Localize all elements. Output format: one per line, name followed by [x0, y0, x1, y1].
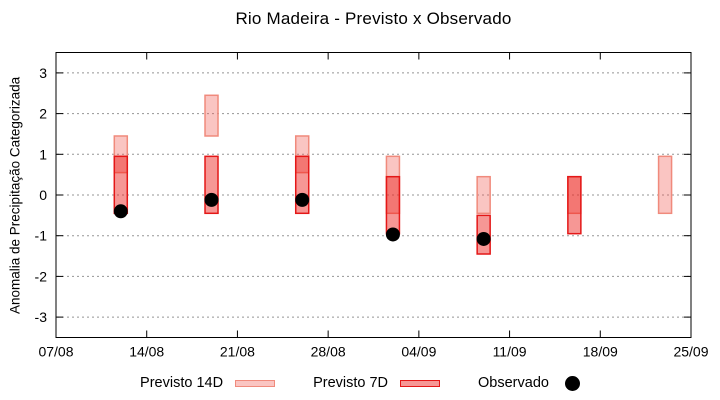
- legend-label-previsto-7d: Previsto 7D: [313, 375, 389, 391]
- legend-label-observado: Observado: [478, 375, 549, 391]
- observed-dot: [113, 204, 128, 219]
- y-tick-label: -1: [35, 228, 48, 244]
- chart-title: Rio Madeira - Previsto x Observado: [235, 9, 512, 28]
- forecast-14d-box: [204, 94, 219, 137]
- x-tick-label: 14/08: [129, 344, 164, 360]
- forecast-7d-box: [567, 175, 582, 235]
- plot-border: [55, 52, 692, 338]
- y-tick-label: 1: [39, 146, 47, 162]
- observed-dot: [476, 231, 491, 246]
- x-tick-label: 04/09: [401, 344, 436, 360]
- x-tick-label: 28/08: [311, 344, 346, 360]
- legend-swatch-previsto-14d-icon: [235, 379, 276, 387]
- legend-item-previsto-14d: Previsto 14D: [140, 375, 276, 391]
- x-tick-label: 07/08: [38, 344, 73, 360]
- y-tick-label: 0: [39, 187, 47, 203]
- y-tick-label: 2: [39, 106, 47, 122]
- observed-dot: [385, 227, 400, 242]
- chart-legend: Previsto 14D Previsto 7D Observado: [0, 369, 720, 397]
- forecast-14d-box: [294, 135, 310, 174]
- x-tick-label: 25/09: [673, 344, 708, 360]
- legend-marker-observado-icon: [564, 375, 580, 391]
- legend-swatch-previsto-7d-icon: [400, 379, 441, 387]
- x-tick-label: 11/09: [493, 344, 527, 360]
- x-tick-label: 18/09: [583, 344, 618, 360]
- legend-label-previsto-14d: Previsto 14D: [140, 375, 224, 391]
- y-tick-label: -3: [35, 309, 48, 325]
- observed-dot: [295, 192, 310, 207]
- forecast-14d-box: [113, 135, 129, 174]
- x-tick-label: 21/08: [220, 344, 255, 360]
- forecast-14d-box: [476, 175, 491, 215]
- y-tick-label: -2: [35, 268, 48, 284]
- observed-dot: [204, 192, 219, 207]
- legend-item-previsto-7d: Previsto 7D: [313, 375, 441, 391]
- y-tick-label: 3: [39, 65, 47, 81]
- legend-item-observado: Observado: [478, 375, 580, 391]
- forecast-14d-box: [657, 155, 673, 215]
- forecast-7d-box: [385, 175, 401, 235]
